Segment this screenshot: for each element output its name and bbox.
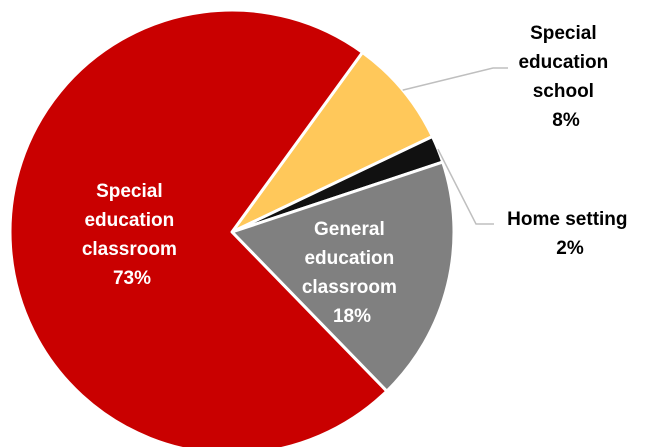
label-line: education [304, 248, 394, 269]
label-percent: 8% [552, 110, 580, 131]
label-line: education [518, 52, 608, 73]
slice-label-home-setting: Home setting 2% [507, 209, 633, 259]
label-line: school [533, 81, 594, 102]
pie-slice-general-education-classroom [230, 160, 456, 393]
leader-lines [402, 67, 508, 225]
label-line: Special [96, 181, 163, 202]
label-line: Special [530, 23, 597, 44]
label-line: Home setting [507, 209, 627, 230]
slice-label-special-education-classroom: Special education classroom 73% [82, 181, 182, 289]
label-percent: 18% [333, 306, 371, 327]
label-line: General [314, 219, 385, 240]
pie-slices [8, 8, 456, 447]
label-line: education [84, 210, 174, 231]
slice-label-general-education-classroom: General education classroom 18% [302, 219, 402, 327]
leader-line-home-setting [437, 148, 494, 225]
leader-line-special-education-school [402, 67, 508, 91]
label-line: classroom [302, 277, 397, 298]
label-percent: 73% [113, 268, 151, 289]
label-line: classroom [82, 239, 177, 260]
label-percent: 2% [556, 238, 584, 259]
slice-label-special-education-school: Special education school 8% [518, 23, 613, 131]
pie-slice-special-education-classroom [8, 8, 389, 447]
pie-slice-special-education-school [230, 50, 434, 234]
